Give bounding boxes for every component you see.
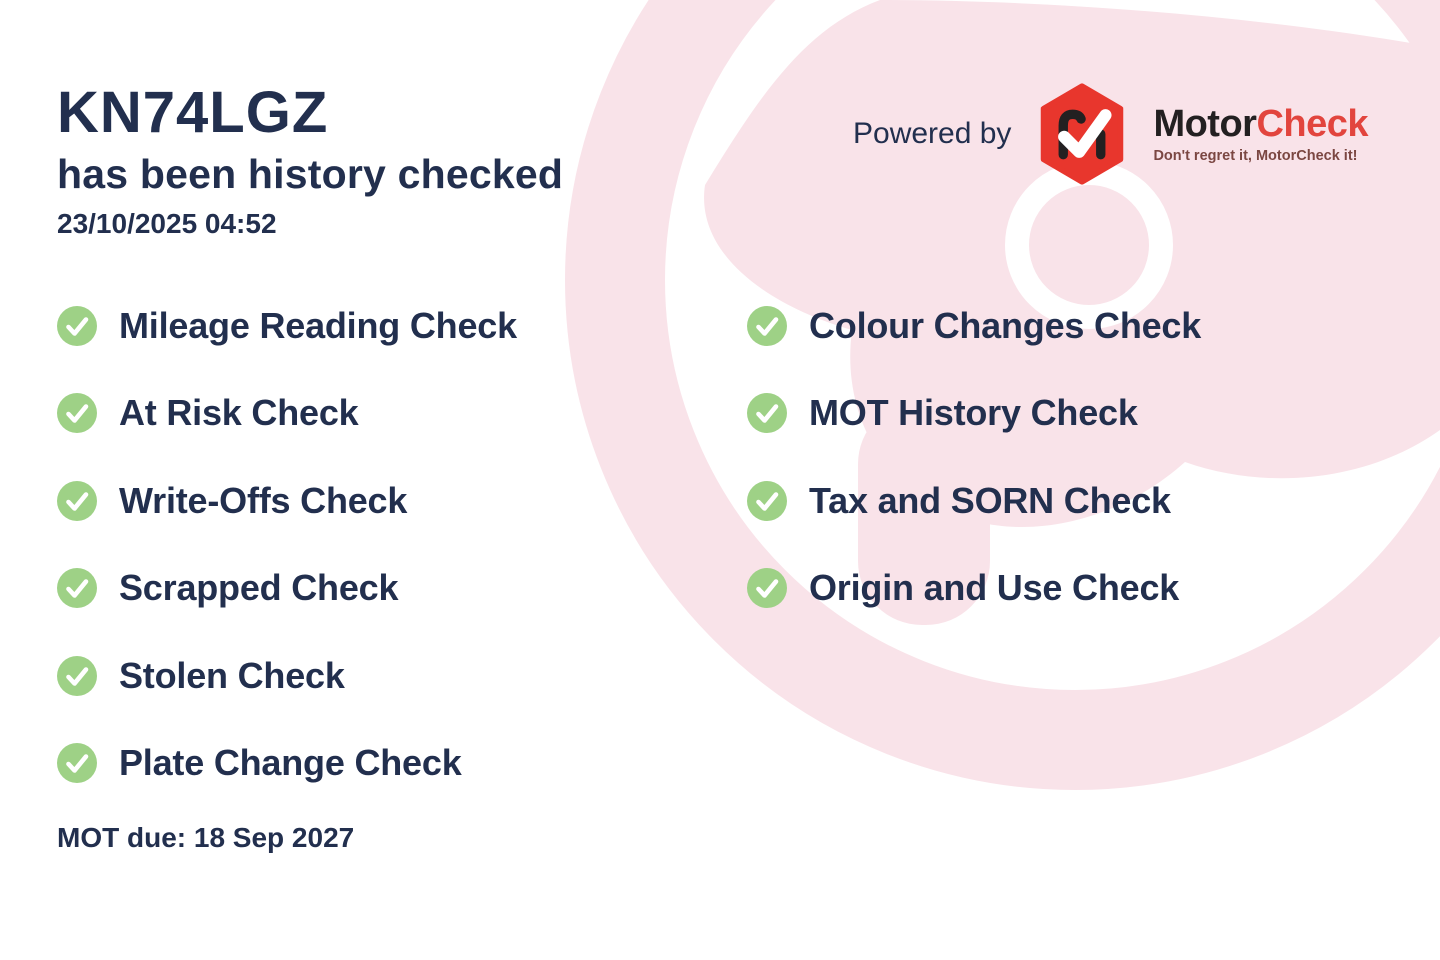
brand-name-motor: Motor [1153, 102, 1257, 145]
mot-due-text: MOT due: 18 Sep 2027 [57, 822, 355, 853]
history-checked-subtitle: has been history checked [57, 151, 564, 197]
check-label: Plate Change Check [119, 742, 462, 784]
check-list-item: Colour Changes Check [746, 282, 1201, 370]
check-timestamp: 23/10/2025 04:52 [57, 208, 277, 239]
check-list-item: At Risk Check [56, 370, 517, 458]
check-label: Tax and SORN Check [809, 479, 1171, 521]
green-check-icon [747, 393, 787, 434]
checks-column-right: Colour Changes Check MOT History Check T… [746, 282, 1201, 632]
check-label: MOT History Check [809, 392, 1138, 434]
brand-tagline: Don't regret it, MotorCheck it! [1153, 147, 1358, 164]
checks-column-left: Mileage Reading Check At Risk Check Writ… [56, 282, 517, 807]
vehicle-registration: KN74LGZ [57, 80, 329, 145]
green-check-icon [747, 480, 787, 521]
check-label: Origin and Use Check [809, 567, 1180, 609]
check-label: Mileage Reading Check [119, 304, 517, 346]
green-check-icon [57, 743, 97, 784]
header: KN74LGZ has been history checked 23/10/2… [57, 84, 563, 240]
green-check-icon [747, 568, 787, 609]
green-check-icon [57, 655, 97, 696]
green-check-icon [747, 305, 787, 346]
check-list-item: Mileage Reading Check [56, 282, 517, 370]
check-list-item: Origin and Use Check [746, 545, 1201, 633]
check-label: At Risk Check [119, 392, 359, 434]
check-list-item: Stolen Check [56, 632, 517, 720]
brand-name-check: Check [1256, 102, 1369, 145]
powered-by-label: Powered by [853, 117, 1012, 150]
check-label: Stolen Check [119, 654, 345, 696]
check-list-item: Scrapped Check [56, 545, 517, 633]
check-label: Write-Offs Check [119, 479, 408, 521]
green-check-icon [57, 305, 97, 346]
powered-by-branding: Powered by MotorCheck Don't regret it, M… [853, 82, 1369, 186]
check-list-item: MOT History Check [746, 370, 1201, 458]
green-check-icon [57, 393, 97, 434]
green-check-icon [57, 480, 97, 521]
check-label: Scrapped Check [119, 567, 399, 609]
check-label: Colour Changes Check [809, 304, 1202, 346]
brand-name: MotorCheck [1153, 105, 1368, 143]
check-list-item: Tax and SORN Check [746, 457, 1201, 545]
brand-wordmark: MotorCheck Don't regret it, MotorCheck i… [1153, 105, 1368, 164]
check-list-item: Plate Change Check [56, 720, 517, 808]
green-check-icon [57, 568, 97, 609]
motorcheck-logo-icon [1041, 83, 1124, 185]
check-list-item: Write-Offs Check [56, 457, 517, 545]
